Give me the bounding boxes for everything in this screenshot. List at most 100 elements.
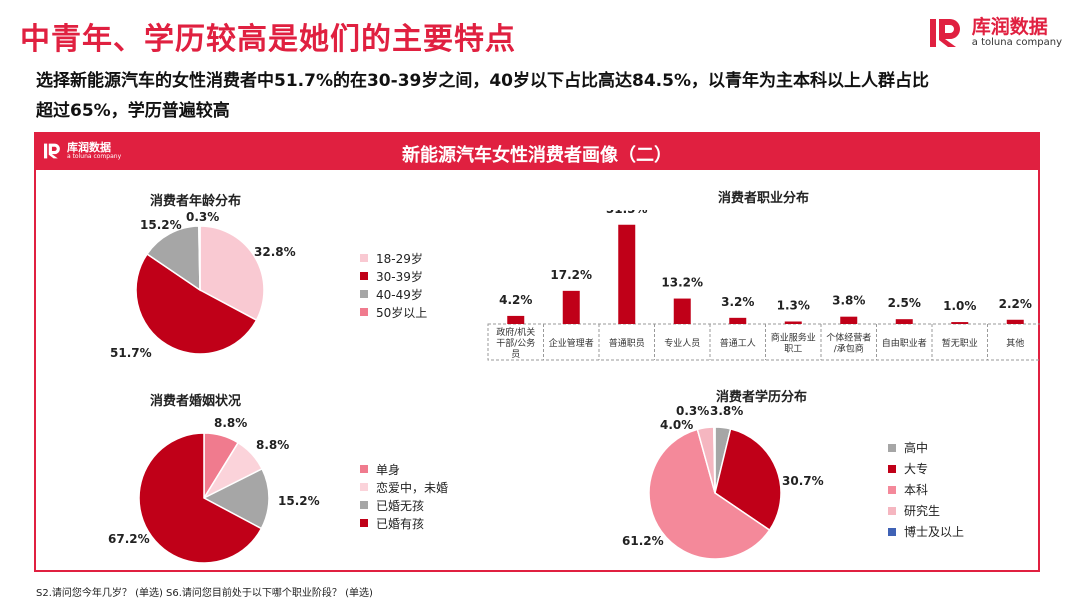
page-subtitle: 选择新能源汽车的女性消费者中51.7%的在30-39岁之间，40岁以下占比高达8… xyxy=(36,71,929,121)
occupation-bar-1 xyxy=(562,290,580,324)
occupation-value-label-3: 13.2% xyxy=(661,276,703,290)
legend-label: 40-49岁 xyxy=(376,287,423,302)
legend-label: 本科 xyxy=(904,483,929,497)
occupation-bar-6 xyxy=(840,316,858,324)
legend-swatch xyxy=(360,519,368,527)
education-slice-4 xyxy=(712,426,716,494)
age-slice-3 xyxy=(198,225,201,291)
panel-logo-tagline: a toluna company xyxy=(67,153,122,160)
legend-label: 研究生 xyxy=(904,504,941,518)
occupation-value-label-6: 3.8% xyxy=(832,294,865,308)
occupation-category-label-3: 专业人员 xyxy=(664,337,700,349)
marital-legend: 单身 恋爱中，未婚 已婚无孩 已婚有孩 xyxy=(360,460,448,532)
occupation-bar-0 xyxy=(507,315,525,324)
education-slice-1 xyxy=(714,427,782,532)
age-legend: 18-29岁 30-39岁 40-49岁 50岁以上 xyxy=(360,249,427,321)
occupation-category-label-4: 普通工人 xyxy=(720,337,756,349)
occupation-bar-9 xyxy=(1006,319,1024,324)
occupation-value-label-7: 2.5% xyxy=(888,296,921,310)
logo-tagline: a toluna company xyxy=(971,37,1062,48)
legend-label: 已婚有孩 xyxy=(376,516,425,531)
occupation-category-label-8: 暂无职业 xyxy=(942,337,978,349)
marital-chart-title: 消费者婚姻状况 xyxy=(150,394,242,409)
marital-label-dating: 8.8% xyxy=(256,438,290,452)
occupation-bar-7 xyxy=(895,319,913,324)
education-pie-chart xyxy=(648,426,782,560)
age-slice-1 xyxy=(135,252,258,355)
occupation-value-label-5: 1.3% xyxy=(777,298,810,312)
occupation-category-label-5: 职工 xyxy=(784,344,802,355)
legend-swatch xyxy=(888,485,896,494)
age-legend-item: 30-39岁 xyxy=(360,267,427,285)
logo-mark-icon xyxy=(929,19,960,47)
legend-swatch xyxy=(888,506,896,515)
occupation-category-label-1: 企业管理者 xyxy=(549,337,594,349)
occupation-value-label-0: 4.2% xyxy=(499,293,532,307)
age-slice-0 xyxy=(199,225,265,322)
legend-label: 已婚无孩 xyxy=(376,498,425,513)
occupation-category-label-9: 其他 xyxy=(1006,337,1024,349)
occupation-bar-2 xyxy=(618,224,636,324)
occupation-category-label-0: 员 xyxy=(511,349,520,360)
legend-swatch xyxy=(360,501,368,509)
page-title: 中青年、学历较高是她们的主要特点 xyxy=(20,22,516,57)
education-legend-item: 本科 xyxy=(888,479,964,500)
marital-label-married-no-kids: 15.2% xyxy=(278,494,320,508)
legend-swatch xyxy=(888,443,896,452)
marital-legend-item: 已婚无孩 xyxy=(360,496,448,514)
occupation-value-label-8: 1.0% xyxy=(943,299,976,313)
legend-label: 18-29岁 xyxy=(376,251,423,266)
education-label-bachelor: 61.2% xyxy=(622,534,664,548)
occupation-bar-3 xyxy=(673,298,691,324)
occupation-category-label-6: /承包商 xyxy=(834,343,864,355)
occupation-category-label-6: 个体经营者 xyxy=(826,332,871,344)
occupation-category-label-2: 普通职员 xyxy=(609,337,645,349)
education-label-highschool: 3.8% xyxy=(710,404,744,418)
legend-swatch xyxy=(360,483,368,491)
education-label-phd: 0.3% xyxy=(676,404,710,418)
education-slice-2 xyxy=(648,428,771,560)
age-label-30-39: 51.7% xyxy=(110,346,152,360)
education-label-college: 30.7% xyxy=(782,474,824,488)
legend-swatch xyxy=(360,308,368,316)
age-legend-item: 40-49岁 xyxy=(360,285,427,303)
age-label-18-29: 32.8% xyxy=(254,245,296,259)
age-label-50-plus: 0.3% xyxy=(186,210,220,224)
occupation-chart-title: 消费者职业分布 xyxy=(718,191,810,206)
panel-title: 新能源汽车女性消费者画像（二） xyxy=(402,145,672,166)
occupation-bar-8 xyxy=(951,322,969,324)
marital-label-single: 8.8% xyxy=(214,416,248,430)
legend-label: 恋爱中，未婚 xyxy=(376,480,449,495)
legend-swatch xyxy=(888,527,896,536)
occupation-value-label-9: 2.2% xyxy=(999,297,1032,311)
occupation-value-label-4: 3.2% xyxy=(721,295,754,309)
legend-label: 高中 xyxy=(904,441,929,455)
education-legend-item: 大专 xyxy=(888,458,964,479)
legend-swatch xyxy=(360,272,368,280)
logo-name: 库润数据 xyxy=(971,16,1048,38)
legend-label: 博士及以上 xyxy=(904,525,965,539)
occupation-value-label-2: 51.5% xyxy=(606,210,648,216)
occupation-category-label-0: 政府/机关 xyxy=(496,326,535,338)
occupation-bar-5 xyxy=(784,321,802,324)
legend-label: 大专 xyxy=(904,462,929,476)
footnote: S2.请问您今年几岁？ (单选) S6.请问您目前处于以下哪个职业阶段？ (单选… xyxy=(36,588,373,599)
education-chart-title: 消费者学历分布 xyxy=(716,390,808,405)
panel-header: 库润数据 a toluna company 新能源汽车女性消费者画像（二） xyxy=(36,134,1038,170)
panel-logo-name: 库润数据 xyxy=(67,141,111,154)
occupation-value-label-1: 17.2% xyxy=(550,268,592,282)
marital-slice-3 xyxy=(138,432,263,564)
legend-swatch xyxy=(360,290,368,298)
age-label-40-49: 15.2% xyxy=(140,218,182,232)
marital-slice-2 xyxy=(202,467,270,530)
marital-label-married-kids: 67.2% xyxy=(108,532,150,546)
legend-label: 30-39岁 xyxy=(376,269,423,284)
chart-panel: 库润数据 a toluna company 新能源汽车女性消费者画像（二） xyxy=(34,132,1040,572)
legend-swatch xyxy=(360,254,368,262)
age-slice-2 xyxy=(146,225,201,292)
occupation-bar-4 xyxy=(729,317,747,324)
marital-legend-item: 已婚有孩 xyxy=(360,514,448,532)
legend-swatch xyxy=(360,465,368,473)
education-legend-item: 博士及以上 xyxy=(888,521,964,542)
